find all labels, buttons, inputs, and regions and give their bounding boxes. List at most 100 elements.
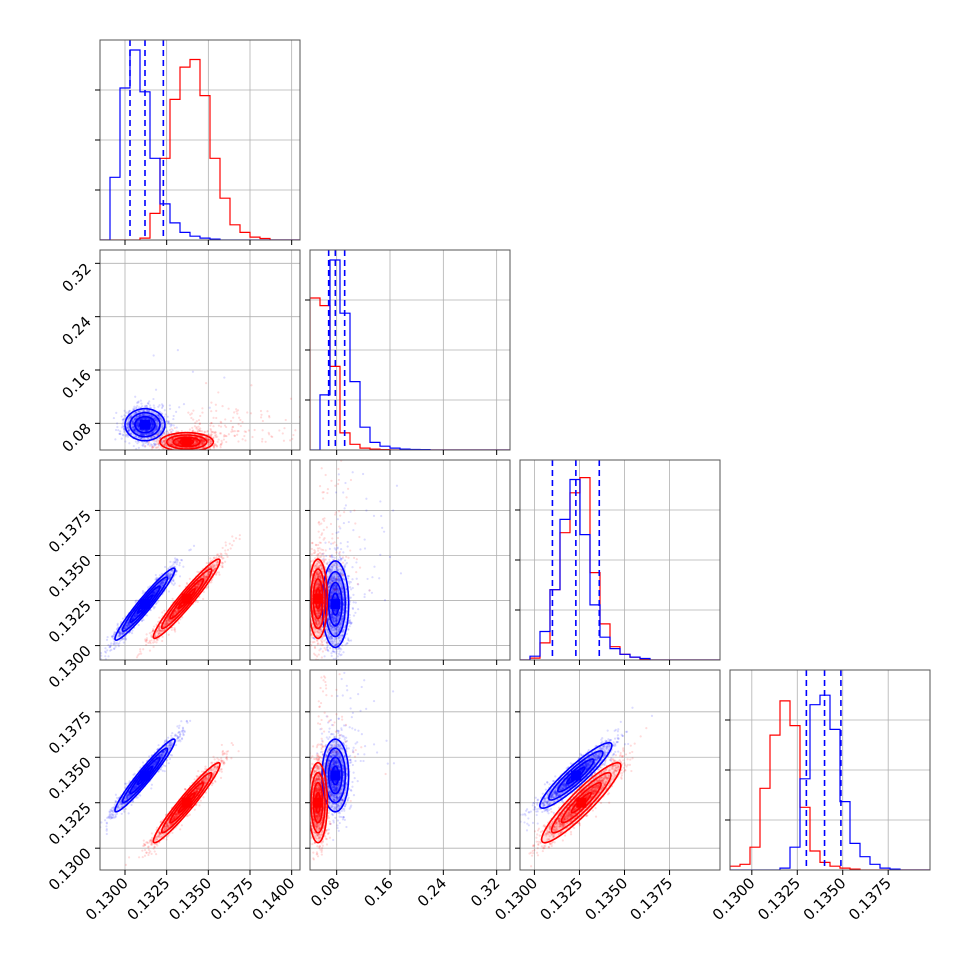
scatter-point — [204, 575, 207, 578]
scatter-point — [200, 442, 203, 445]
scatter-point — [172, 578, 175, 581]
scatter-point — [196, 600, 199, 604]
scatter-point — [213, 434, 217, 437]
scatter-point — [168, 422, 171, 426]
scatter-point — [194, 439, 198, 442]
scatter-point — [173, 628, 176, 631]
scatter-point — [167, 590, 171, 593]
scatter-point — [131, 427, 134, 430]
scatter-point — [140, 402, 143, 405]
scatter-point — [163, 432, 166, 435]
scatter-point — [133, 614, 137, 617]
scatter-point — [176, 609, 179, 612]
scatter-point — [124, 638, 127, 641]
scatter-point — [154, 591, 157, 594]
scatter-point — [194, 439, 197, 442]
scatter-point — [156, 419, 159, 422]
scatter-point — [170, 428, 173, 431]
scatter-point — [118, 432, 121, 435]
scatter-point — [143, 413, 146, 416]
scatter-point — [193, 425, 196, 428]
scatter-point — [201, 440, 205, 443]
scatter-point — [227, 433, 230, 436]
scatter-point — [134, 440, 137, 443]
scatter-point — [304, 408, 306, 410]
scatter-point — [142, 429, 145, 432]
scatter-point — [131, 420, 134, 423]
scatter-point — [175, 453, 177, 455]
scatter-point — [133, 412, 136, 415]
scatter-point — [149, 419, 152, 422]
scatter-point — [121, 418, 125, 421]
scatter-point — [130, 432, 133, 435]
scatter-point — [135, 406, 138, 409]
scatter-point — [159, 632, 162, 635]
scatter-point — [140, 433, 143, 436]
scatter-point — [169, 573, 172, 576]
scatter-point — [132, 419, 135, 422]
scatter-point — [120, 415, 123, 418]
scatter-point — [173, 561, 177, 564]
scatter-point — [143, 405, 147, 409]
scatter-point — [155, 421, 158, 425]
scatter-point — [176, 558, 179, 561]
scatter-point — [140, 619, 144, 622]
scatter-point — [160, 417, 163, 420]
scatter-point — [110, 648, 113, 651]
scatter-point — [107, 644, 110, 647]
scatter-point — [138, 415, 141, 418]
scatter-point — [231, 430, 235, 433]
scatter-point — [206, 438, 209, 442]
scatter-point — [199, 429, 202, 433]
scatter-point — [153, 442, 156, 445]
scatter-point — [164, 622, 167, 625]
scatter-point — [207, 438, 210, 442]
scatter-point — [137, 431, 140, 435]
scatter-point — [137, 423, 140, 427]
scatter-point — [141, 592, 144, 595]
scatter-point — [148, 410, 151, 413]
scatter-point — [138, 414, 141, 417]
scatter-point — [129, 414, 133, 417]
scatter-point — [135, 424, 138, 427]
scatter-point — [165, 420, 168, 423]
scatter-point — [195, 441, 198, 444]
scatter-point — [236, 430, 239, 433]
scatter-point — [114, 631, 117, 634]
scatter-point — [171, 443, 174, 446]
scatter-point — [134, 411, 137, 414]
scatter-point — [210, 410, 213, 413]
scatter-point — [118, 642, 121, 645]
scatter-point — [164, 578, 167, 581]
scatter-point — [124, 435, 128, 438]
scatter-point — [176, 440, 179, 443]
scatter-point — [178, 575, 182, 578]
scatter-point — [136, 432, 140, 435]
scatter-point — [190, 451, 192, 453]
scatter-point — [170, 438, 173, 442]
scatter-point — [155, 427, 158, 430]
scatter-point — [133, 616, 136, 619]
scatter-point — [208, 438, 211, 441]
scatter-point — [201, 411, 204, 414]
scatter-point — [134, 601, 137, 604]
scatter-point — [152, 591, 155, 594]
scatter-point — [110, 635, 114, 638]
scatter-point — [152, 445, 155, 448]
scatter-point — [137, 400, 140, 403]
scatter-point — [160, 429, 163, 432]
scatter-point — [251, 435, 254, 439]
scatter-point — [128, 416, 132, 419]
scatter-point — [119, 430, 122, 433]
scatter-point — [133, 615, 136, 619]
scatter-point — [133, 413, 136, 416]
scatter-point — [207, 440, 210, 443]
scatter-point — [151, 422, 154, 425]
scatter-point — [126, 426, 129, 429]
scatter-point — [174, 557, 177, 560]
scatter-point — [126, 624, 129, 627]
scatter-point — [206, 429, 209, 433]
scatter-point — [163, 623, 167, 626]
scatter-point — [97, 657, 99, 659]
scatter-point — [207, 566, 210, 569]
